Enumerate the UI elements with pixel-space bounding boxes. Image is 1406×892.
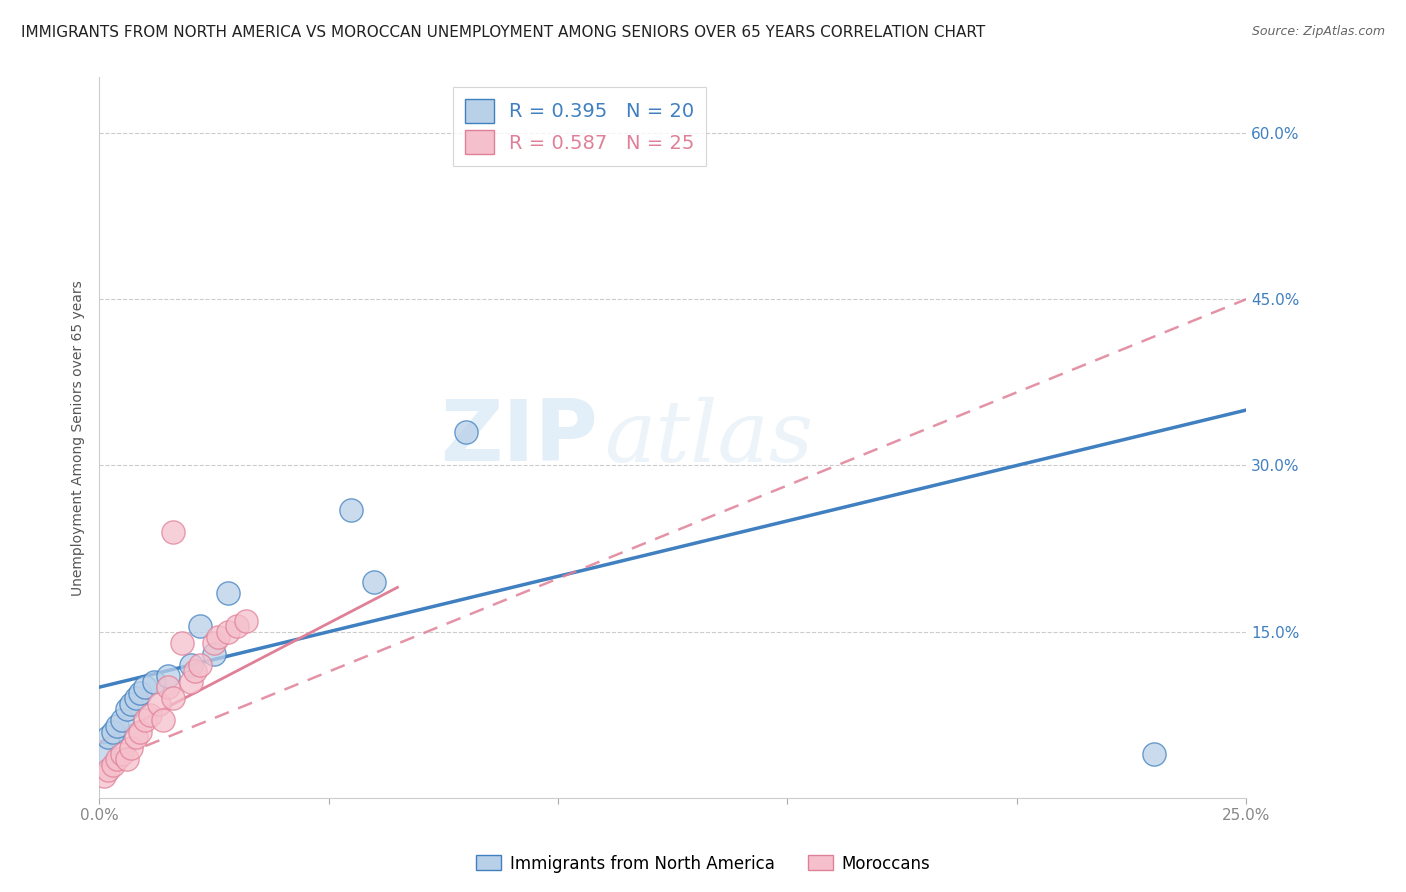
Point bbox=[340, 503, 363, 517]
Point bbox=[225, 619, 247, 633]
Point bbox=[202, 636, 225, 650]
Point bbox=[1143, 747, 1166, 761]
Point bbox=[143, 674, 166, 689]
Y-axis label: Unemployment Among Seniors over 65 years: Unemployment Among Seniors over 65 years bbox=[72, 280, 86, 596]
Point bbox=[101, 724, 124, 739]
Point bbox=[162, 524, 184, 539]
Point bbox=[363, 574, 385, 589]
Point bbox=[217, 624, 239, 639]
Point bbox=[156, 680, 179, 694]
Point bbox=[134, 714, 156, 728]
Point bbox=[156, 669, 179, 683]
Point bbox=[152, 714, 174, 728]
Point bbox=[207, 630, 229, 644]
Point bbox=[125, 730, 148, 744]
Point bbox=[134, 680, 156, 694]
Point bbox=[217, 586, 239, 600]
Point bbox=[184, 664, 207, 678]
Point bbox=[456, 425, 478, 440]
Text: atlas: atlas bbox=[603, 396, 813, 479]
Text: Source: ZipAtlas.com: Source: ZipAtlas.com bbox=[1251, 25, 1385, 38]
Point bbox=[93, 769, 115, 783]
Point bbox=[188, 658, 211, 673]
Point bbox=[138, 707, 160, 722]
Text: ZIP: ZIP bbox=[440, 396, 598, 479]
Point bbox=[97, 730, 120, 744]
Point bbox=[120, 741, 142, 756]
Point bbox=[93, 747, 115, 761]
Point bbox=[188, 619, 211, 633]
Point bbox=[235, 614, 257, 628]
Point bbox=[202, 647, 225, 661]
Point bbox=[180, 674, 202, 689]
Point bbox=[125, 691, 148, 706]
Point bbox=[129, 686, 152, 700]
Text: IMMIGRANTS FROM NORTH AMERICA VS MOROCCAN UNEMPLOYMENT AMONG SENIORS OVER 65 YEA: IMMIGRANTS FROM NORTH AMERICA VS MOROCCA… bbox=[21, 25, 986, 40]
Legend: R = 0.395   N = 20, R = 0.587   N = 25: R = 0.395 N = 20, R = 0.587 N = 25 bbox=[453, 87, 706, 166]
Point bbox=[162, 691, 184, 706]
Point bbox=[115, 702, 138, 716]
Point bbox=[129, 724, 152, 739]
Point bbox=[101, 757, 124, 772]
Point bbox=[97, 764, 120, 778]
Point bbox=[120, 697, 142, 711]
Point bbox=[107, 752, 129, 766]
Point bbox=[170, 636, 193, 650]
Point bbox=[148, 697, 170, 711]
Point bbox=[107, 719, 129, 733]
Point bbox=[111, 714, 134, 728]
Point bbox=[115, 752, 138, 766]
Point bbox=[111, 747, 134, 761]
Point bbox=[180, 658, 202, 673]
Legend: Immigrants from North America, Moroccans: Immigrants from North America, Moroccans bbox=[470, 848, 936, 880]
